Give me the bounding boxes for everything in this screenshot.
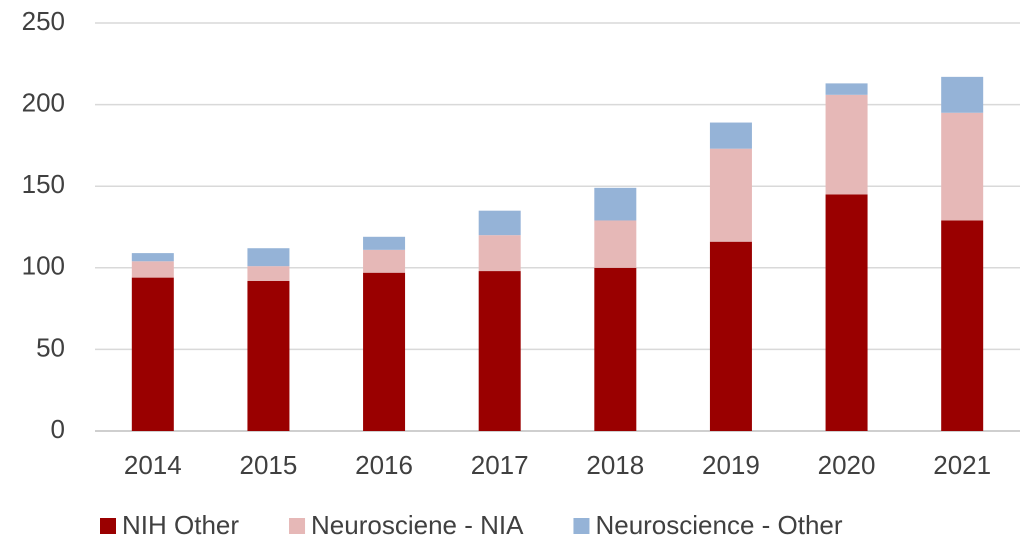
bar-segment [825, 194, 868, 431]
bar-segment [709, 241, 752, 431]
bar-segment [247, 280, 290, 431]
x-tick-label: 2016 [355, 450, 413, 480]
y-tick-label: 250 [22, 6, 65, 36]
bar-segment [941, 220, 984, 431]
legend-swatch [289, 518, 306, 534]
x-tick-label: 2018 [586, 450, 644, 480]
bar-segment [594, 187, 637, 221]
y-tick-label: 50 [36, 332, 65, 362]
bar-segment [478, 271, 521, 431]
bar-segment [478, 210, 521, 236]
bar-segment [709, 148, 752, 242]
bar-segment [941, 76, 984, 113]
legend-label: NIH Other [122, 510, 239, 540]
bar-segment [363, 249, 406, 273]
bar-segment [131, 253, 174, 262]
x-tick-label: 2014 [124, 450, 182, 480]
legend-swatch [100, 518, 116, 534]
x-tick-label: 2019 [702, 450, 760, 480]
bar-segment [825, 94, 868, 195]
legend-label: Neurosciene - NIA [311, 510, 524, 540]
legend-label: Neuroscience - Other [595, 510, 842, 540]
y-tick-label: 0 [51, 414, 65, 444]
x-tick-label: 2017 [471, 450, 529, 480]
bar-segment [131, 277, 174, 431]
bar-segment [709, 122, 752, 149]
bar-segment [363, 272, 406, 431]
x-tick-label: 2015 [240, 450, 298, 480]
bar-segment [825, 83, 868, 95]
y-tick-label: 200 [22, 87, 65, 117]
bar-segment [247, 248, 290, 267]
bar-segment [594, 267, 637, 431]
bar-segment [941, 112, 984, 221]
legend-swatch [573, 518, 590, 534]
bar-segment [363, 236, 406, 250]
x-tick-label: 2020 [818, 450, 876, 480]
x-tick-label: 2021 [933, 450, 991, 480]
bar-segment [247, 266, 290, 281]
y-tick-label: 150 [22, 169, 65, 199]
bar-segment [478, 235, 521, 272]
y-tick-label: 100 [22, 251, 65, 281]
bar-segment [131, 261, 174, 278]
bar-segment [594, 220, 637, 268]
